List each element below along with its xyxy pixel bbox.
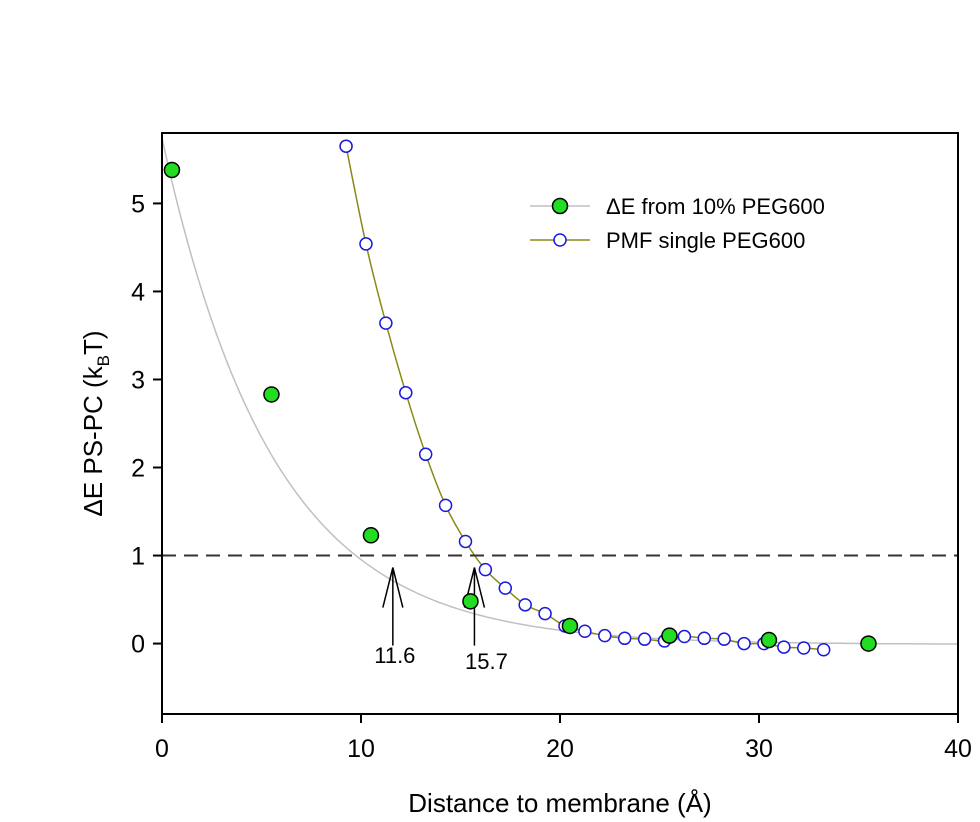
point-pmf (498, 581, 513, 595)
legend-label-2: PMF single PEG600 (606, 228, 805, 253)
point-pmf (339, 139, 353, 153)
point-pmf (637, 632, 652, 646)
point-pmf (598, 628, 612, 643)
point-pmf (458, 534, 473, 549)
point-pmf (816, 642, 831, 657)
annotation-label: 11.6 (374, 643, 415, 668)
axis-ticks: 0 10 20 30 40 0 1 2 3 4 5 (131, 190, 972, 763)
annotations: 11.6 15.7 (374, 567, 508, 674)
point-pmf (379, 316, 393, 330)
data-points (163, 139, 877, 657)
legend-marker-2 (553, 233, 567, 247)
legend: ΔE from 10% PEG600 PMF single PEG600 (530, 194, 825, 253)
point-pmf (677, 629, 692, 644)
point-pmf (737, 636, 751, 651)
y-axis-title-main: ΔE PS-PC (k (78, 365, 108, 516)
point-pmf (518, 598, 532, 612)
x-tick-label: 40 (944, 735, 972, 763)
point-pmf (478, 562, 493, 577)
point-delta-e (163, 161, 181, 179)
point-pmf (359, 237, 373, 251)
y-tick-label: 3 (131, 366, 145, 394)
y-axis-title-end: T) (78, 330, 108, 355)
x-tick-label: 20 (546, 735, 574, 763)
point-delta-e (860, 635, 877, 652)
legend-marker-1 (551, 197, 569, 215)
y-tick-label: 0 (131, 631, 145, 659)
y-axis-title: ΔE PS-PC (kBT) (78, 330, 113, 516)
annotation-arrow-head (382, 567, 404, 608)
x-tick-label: 30 (745, 735, 773, 763)
annotation-label: 15.7 (465, 649, 508, 674)
point-pmf (717, 632, 731, 646)
y-tick-label: 4 (131, 278, 145, 306)
x-tick-label: 10 (347, 735, 375, 763)
point-pmf (438, 498, 453, 513)
point-delta-e (362, 527, 380, 544)
point-delta-e (561, 617, 579, 635)
point-delta-e (760, 631, 778, 649)
point-pmf (777, 640, 791, 654)
x-tick-label: 0 (155, 735, 169, 763)
point-pmf (578, 624, 592, 639)
legend-label-1: ΔE from 10% PEG600 (606, 194, 825, 219)
y-tick-label: 1 (131, 543, 145, 571)
y-tick-label: 2 (131, 455, 145, 483)
y-axis-title-subscript: B (94, 355, 113, 366)
point-delta-e (263, 386, 280, 403)
point-delta-e (661, 627, 678, 644)
point-pmf (697, 631, 712, 646)
x-axis-title: Distance to membrane (Å) (408, 788, 711, 818)
point-pmf (617, 631, 632, 646)
y-tick-label: 5 (131, 190, 145, 218)
point-pmf (797, 641, 811, 655)
point-delta-e (462, 593, 479, 610)
point-pmf (399, 385, 413, 400)
point-pmf (418, 447, 433, 462)
point-pmf (538, 606, 552, 621)
